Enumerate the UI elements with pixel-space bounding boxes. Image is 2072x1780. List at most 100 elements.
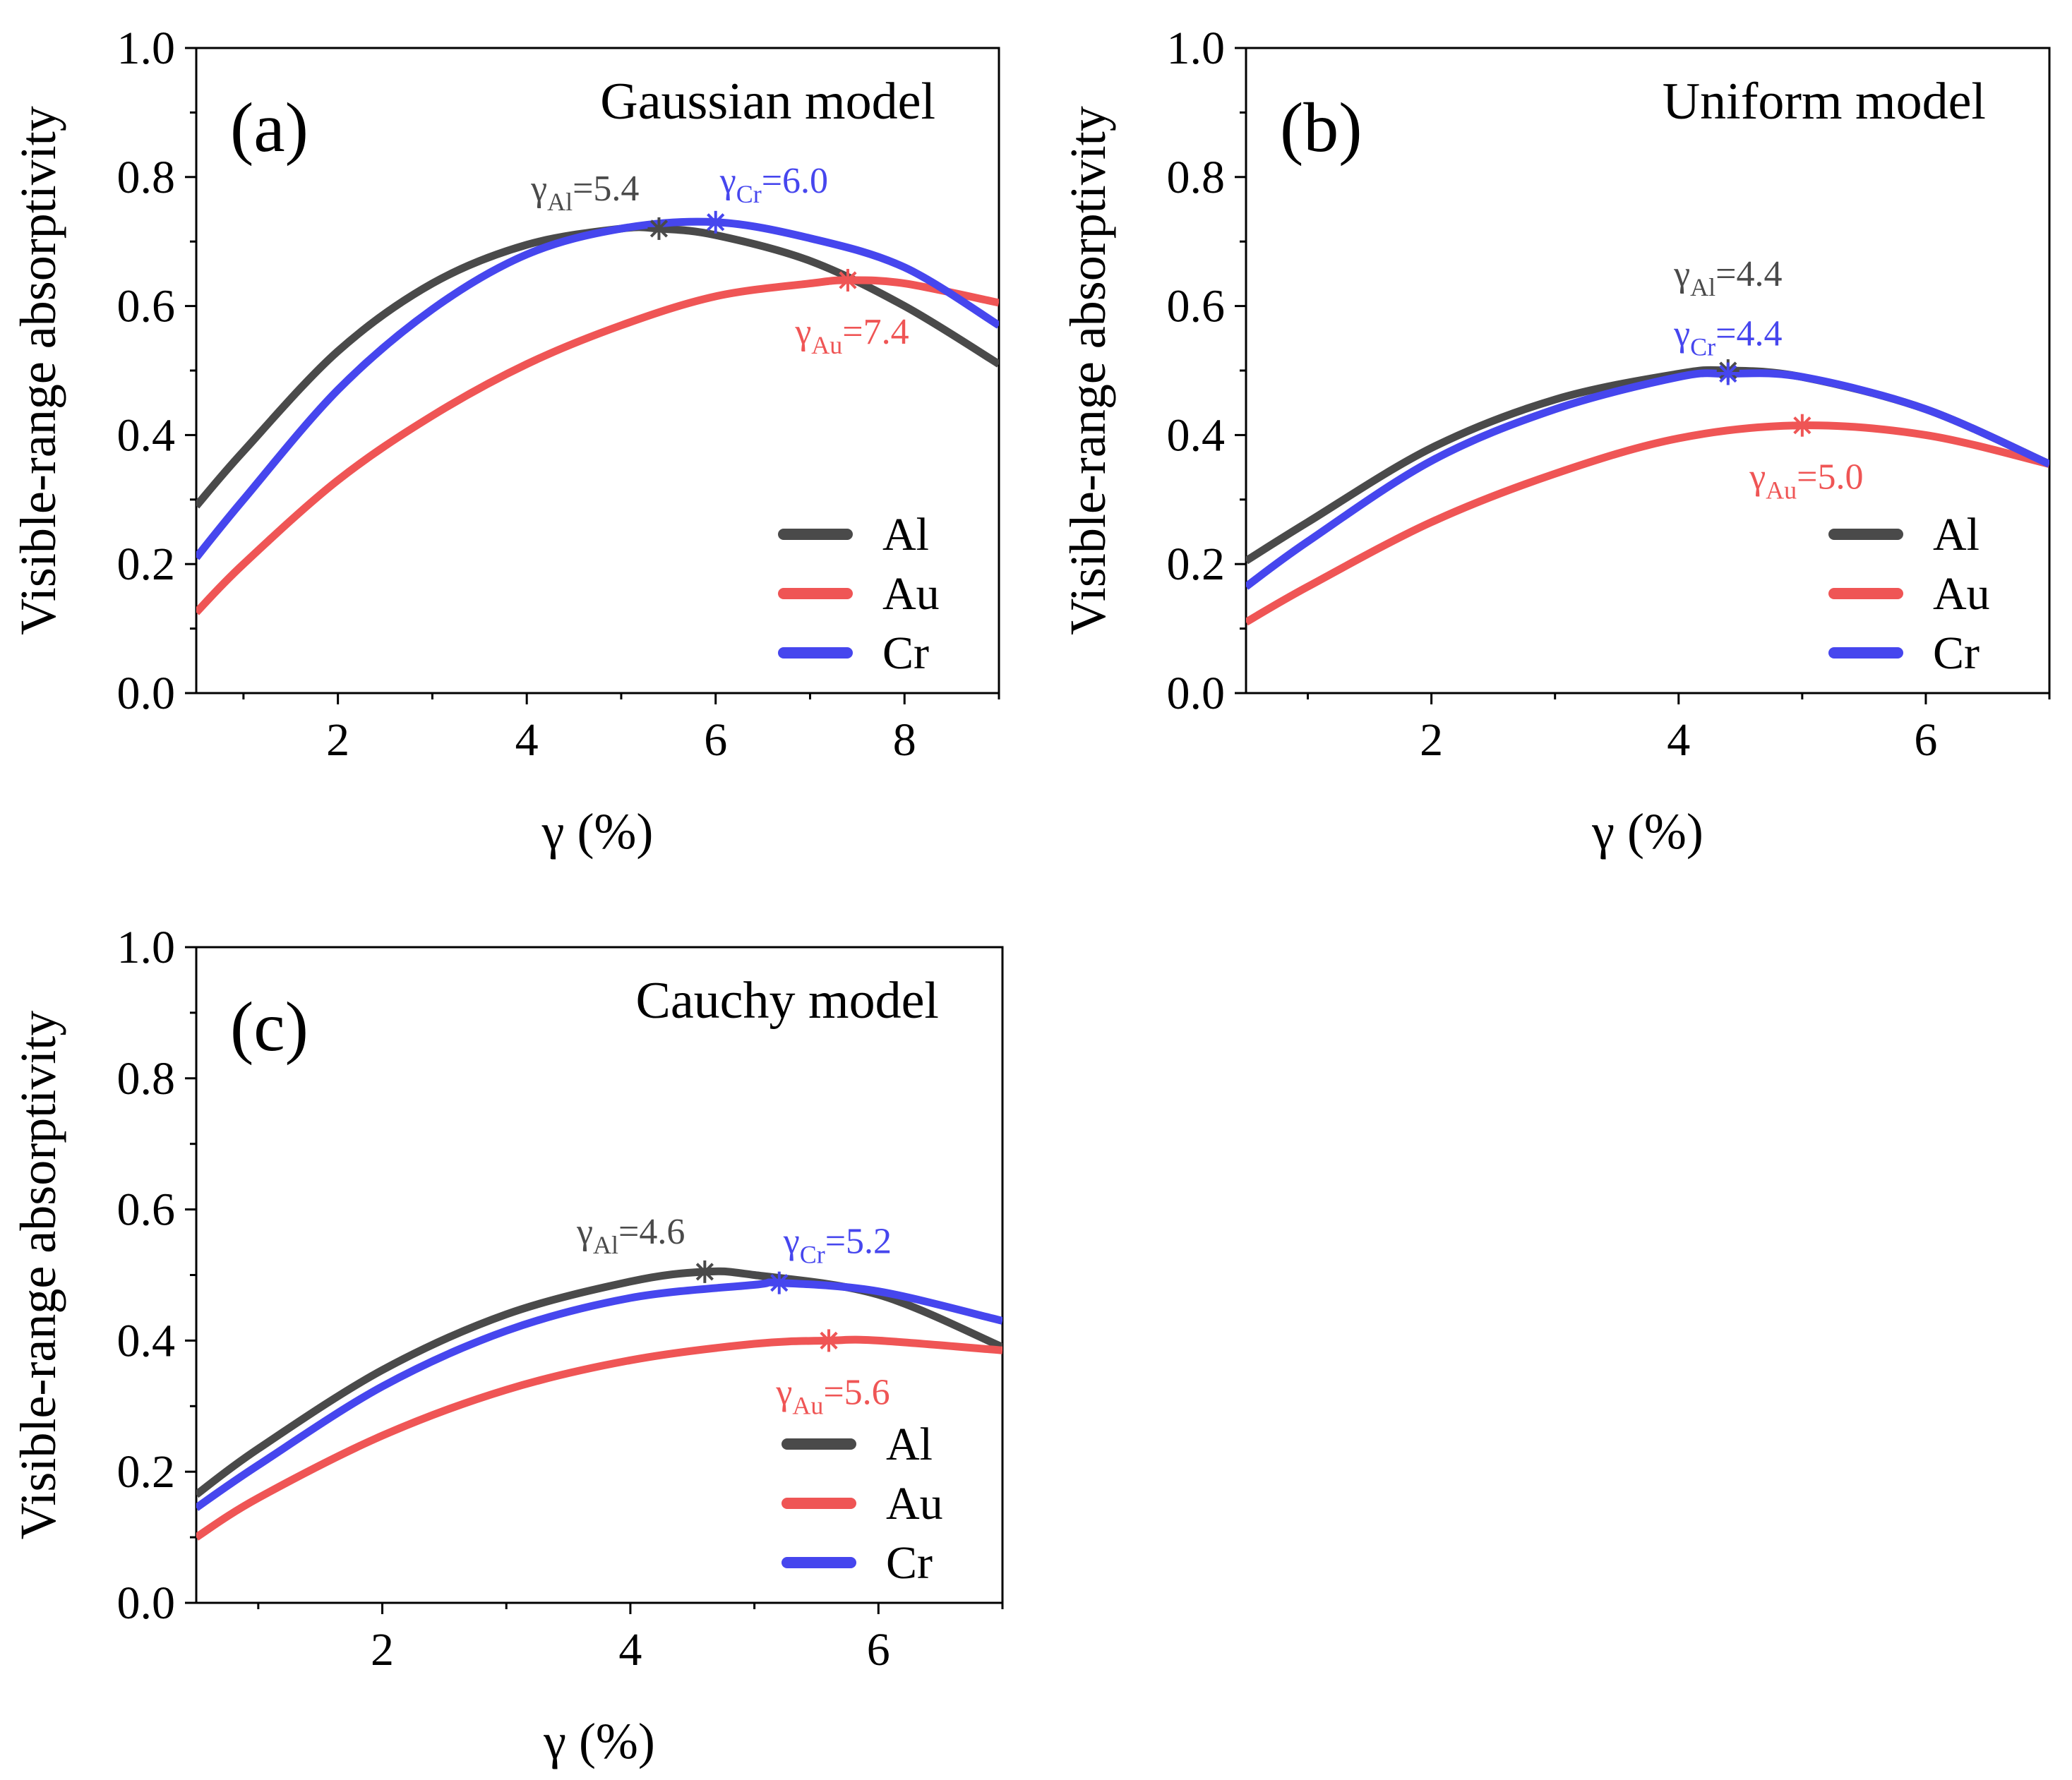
legend-label-au: Au xyxy=(886,1478,943,1529)
annotation-value: =5.4 xyxy=(573,169,639,209)
y-axis-title: Visible-range absorptivity xyxy=(10,106,66,635)
marker-stroke xyxy=(649,220,669,238)
annotation-symbol: γ xyxy=(775,1372,792,1412)
y-tick-label: 0.6 xyxy=(1167,281,1226,332)
series-line-cr xyxy=(196,217,999,560)
y-tick-label: 1.0 xyxy=(117,922,176,973)
plot-frame xyxy=(1245,47,2051,694)
peak-annotation-cr: γCr=5.2 xyxy=(783,1222,892,1269)
series-line-cr xyxy=(196,1278,1002,1511)
annotation-value: =5.6 xyxy=(823,1372,890,1412)
y-tick-label: 0.0 xyxy=(1167,668,1226,719)
annotation-symbol: γ xyxy=(719,161,736,201)
peak-marker-au xyxy=(818,1329,841,1352)
plot-frame xyxy=(195,946,1004,1604)
series-line-al xyxy=(196,223,999,509)
y-tick-label: 0.2 xyxy=(1167,539,1226,590)
panel-title: Uniform model xyxy=(1663,73,1986,131)
annotation-subscript: Au xyxy=(811,331,842,359)
legend-label-cr: Cr xyxy=(1933,627,1980,679)
peak-annotation-al: γAl=5.4 xyxy=(530,169,639,216)
annotation-subscript: Al xyxy=(593,1231,618,1259)
legend-label-al: Al xyxy=(1933,509,1980,560)
peak-marker-cr xyxy=(767,1271,791,1294)
y-tick-label: 0.4 xyxy=(117,1315,176,1366)
legend-label-au: Au xyxy=(1933,568,1990,620)
legend-label-cr: Cr xyxy=(882,627,929,679)
annotation-subscript: Al xyxy=(547,188,573,216)
y-tick-label: 0.6 xyxy=(117,1184,176,1236)
annotation-symbol: γ xyxy=(783,1222,800,1262)
x-tick-label: 2 xyxy=(1420,714,1443,766)
annotation-symbol: γ xyxy=(576,1212,593,1252)
annotation-subscript: Au xyxy=(1766,476,1797,505)
y-tick-label: 0.2 xyxy=(117,539,176,590)
legend-label-al: Al xyxy=(882,509,929,560)
annotation-symbol: γ xyxy=(1749,457,1766,498)
peak-annotation-al: γAl=4.4 xyxy=(1673,254,1782,301)
legend: Al Au Cr xyxy=(778,509,940,679)
annotation-symbol: γ xyxy=(1673,314,1690,354)
x-tick-label: 4 xyxy=(1667,714,1690,766)
peak-annotation-au: γAu=7.4 xyxy=(794,312,909,359)
panel-title: Gaussian model xyxy=(600,73,935,131)
x-axis-title: γ (%) xyxy=(541,803,654,860)
chart-panel-a: 0.0 0.2 0.4 0.6 0.8 1.0 2 4 6 8 γ (%) Visible-range… xyxy=(10,23,1000,860)
peak-annotation-cr: γCr=4.4 xyxy=(1673,314,1782,361)
y-axis-title: Visible-range absorptivity xyxy=(10,1011,66,1540)
y-tick-label: 0.0 xyxy=(117,668,176,719)
peak-annotation-au: γAu=5.0 xyxy=(1749,457,1863,505)
annotation-subscript: Au xyxy=(792,1391,823,1419)
annotation-value: =6.0 xyxy=(762,161,828,201)
y-tick-label: 0.0 xyxy=(117,1577,176,1629)
marker-stroke xyxy=(839,271,857,289)
peak-marker-au xyxy=(1790,414,1814,437)
chart-panel-c: 0.0 0.2 0.4 0.6 0.8 1.0 2 4 6 γ (%) Visible-range … xyxy=(10,922,1004,1769)
peak-marker-cr xyxy=(704,210,727,234)
legend-label-al: Al xyxy=(886,1419,933,1470)
x-axis-title: γ (%) xyxy=(1591,803,1703,860)
legend: Al Au Cr xyxy=(782,1419,943,1589)
panel-label: (c) xyxy=(230,987,309,1066)
y-tick-label: 0.8 xyxy=(117,1053,176,1105)
y-tick-label: 0.4 xyxy=(117,409,176,461)
marker-stroke xyxy=(707,213,725,231)
y-tick-label: 0.8 xyxy=(117,152,176,203)
annotation-value: =4.6 xyxy=(618,1212,685,1252)
x-axis-title: γ (%) xyxy=(543,1713,655,1769)
x-tick-label: 4 xyxy=(515,714,539,766)
series-line-al xyxy=(1246,366,2049,565)
marker-stroke xyxy=(1719,364,1737,383)
y-tick-label: 0.2 xyxy=(117,1446,176,1498)
peak-marker-au xyxy=(836,269,859,292)
marker-stroke xyxy=(770,1274,789,1292)
x-tick-label: 8 xyxy=(893,714,916,766)
x-tick-label: 4 xyxy=(618,1624,642,1676)
y-tick-label: 0.4 xyxy=(1167,409,1226,461)
annotation-subscript: Cr xyxy=(800,1241,825,1269)
series-line-au xyxy=(196,1335,1002,1541)
peak-marker-al xyxy=(693,1260,717,1283)
peak-annotation-cr: γCr=6.0 xyxy=(719,161,828,208)
chart-panel-b: 0.0 0.2 0.4 0.6 0.8 1.0 2 4 6 γ (%) Visible-range … xyxy=(1060,23,2051,860)
annotation-value: =4.4 xyxy=(1715,254,1782,294)
x-tick-label: 2 xyxy=(326,714,349,766)
annotation-value: =7.4 xyxy=(842,312,909,352)
annotation-symbol: γ xyxy=(794,312,811,352)
annotation-value: =4.4 xyxy=(1715,314,1782,354)
series-line-cr xyxy=(1246,369,2049,590)
annotation-symbol: γ xyxy=(1673,254,1690,294)
y-tick-label: 1.0 xyxy=(1167,23,1226,74)
panel-label: (b) xyxy=(1280,88,1363,167)
annotation-value: =5.2 xyxy=(825,1222,892,1262)
annotation-subscript: Cr xyxy=(736,180,762,208)
y-axis-title: Visible-range absorptivity xyxy=(1060,106,1116,635)
y-tick-label: 0.6 xyxy=(117,281,176,332)
series-line-au xyxy=(1246,421,2049,626)
annotation-symbol: γ xyxy=(530,169,547,209)
y-tick-label: 1.0 xyxy=(117,23,176,74)
peak-annotation-au: γAu=5.6 xyxy=(775,1372,890,1419)
x-tick-label: 6 xyxy=(704,714,727,766)
